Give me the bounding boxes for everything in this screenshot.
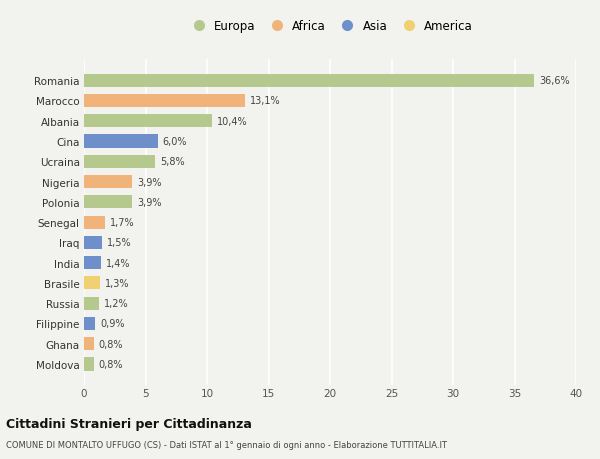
Bar [84, 358, 94, 371]
Text: 1,4%: 1,4% [106, 258, 131, 268]
Text: 13,1%: 13,1% [250, 96, 281, 106]
Text: 1,3%: 1,3% [105, 278, 130, 288]
Bar [84, 216, 105, 229]
Text: 0,9%: 0,9% [100, 319, 124, 329]
Bar [84, 297, 99, 310]
Bar [84, 135, 158, 148]
Bar [84, 156, 155, 168]
Bar [84, 337, 94, 351]
Text: 1,2%: 1,2% [104, 298, 128, 308]
Text: 1,5%: 1,5% [107, 238, 132, 248]
Text: 3,9%: 3,9% [137, 177, 161, 187]
Text: 10,4%: 10,4% [217, 117, 247, 127]
Bar [84, 196, 132, 209]
Text: COMUNE DI MONTALTO UFFUGO (CS) - Dati ISTAT al 1° gennaio di ogni anno - Elabora: COMUNE DI MONTALTO UFFUGO (CS) - Dati IS… [6, 441, 447, 449]
Text: 6,0%: 6,0% [163, 137, 187, 147]
Bar [84, 95, 245, 108]
Bar [84, 277, 100, 290]
Text: 36,6%: 36,6% [539, 76, 570, 86]
Bar [84, 257, 101, 269]
Text: 0,8%: 0,8% [99, 339, 123, 349]
Bar [84, 74, 534, 88]
Bar [84, 317, 95, 330]
Bar [84, 236, 103, 249]
Legend: Europa, Africa, Asia, America: Europa, Africa, Asia, America [187, 20, 473, 33]
Text: 3,9%: 3,9% [137, 197, 161, 207]
Bar [84, 176, 132, 189]
Text: 0,8%: 0,8% [99, 359, 123, 369]
Text: 5,8%: 5,8% [160, 157, 185, 167]
Bar [84, 115, 212, 128]
Text: 1,7%: 1,7% [110, 218, 134, 228]
Text: Cittadini Stranieri per Cittadinanza: Cittadini Stranieri per Cittadinanza [6, 417, 252, 430]
